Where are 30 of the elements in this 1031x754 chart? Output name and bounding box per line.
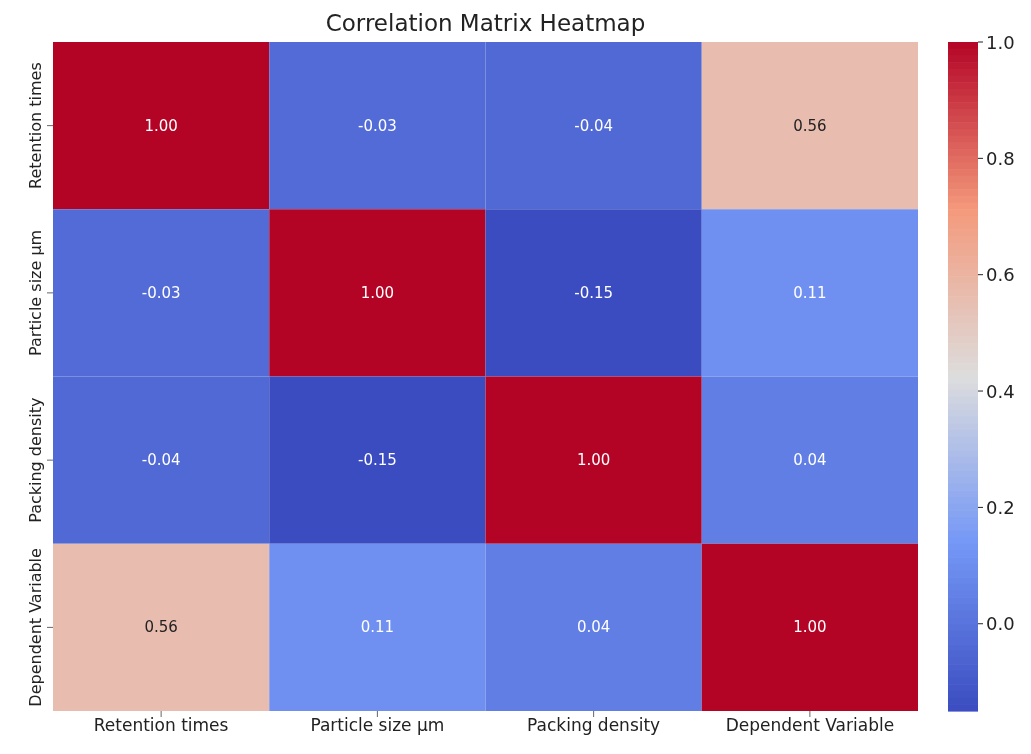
y-tick-label: Particle size µm [26,229,45,356]
data-label: 0.56 [793,116,827,135]
data-label: -0.04 [574,116,614,135]
color-bar-label: 1.0 [986,31,1015,53]
data-label: 1.00 [360,283,395,302]
data-label: -0.04 [141,451,181,470]
data-label: 0.11 [360,618,395,637]
chart-title: Correlation Matrix Heatmap [324,10,647,36]
color-bar-label: 0.8 [986,147,1015,169]
data-label: 0.04 [793,451,827,470]
data-label: 0.04 [576,618,611,637]
color-bar-label: 0.0 [986,613,1015,635]
data-label: 0.11 [793,283,827,302]
data-label: 1.00 [144,116,178,135]
color-bar-label: 0.6 [986,264,1015,286]
x-tick-label: Retention times [93,715,229,736]
x-tick-label: Packing density [527,715,661,736]
data-label: 0.56 [144,618,178,637]
color-bar-label: 0.2 [986,496,1015,518]
x-tick-label: Dependent Variable [725,715,895,736]
data-label: -0.03 [357,116,397,135]
data-label: 1.00 [576,451,611,470]
data-label: -0.15 [574,283,614,302]
x-tick-label: Particle size µm [310,715,445,736]
data-label: 1.00 [793,618,827,637]
y-tick-label: Packing density [26,397,45,523]
y-tick-label: Retention times [26,62,45,189]
color-bar-label: 0.4 [986,380,1015,402]
data-label: -0.03 [141,283,181,302]
data-label: -0.15 [357,451,397,470]
